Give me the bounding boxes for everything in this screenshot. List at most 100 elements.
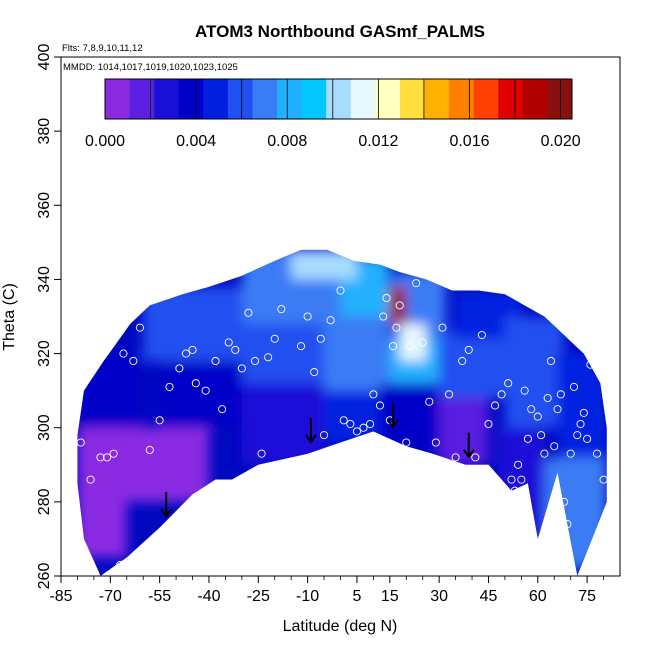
colorbar-swatch-14	[449, 79, 475, 119]
y-tick-label-1: 280	[36, 488, 53, 515]
sample-point-14	[181, 349, 191, 358]
sample-points	[76, 279, 608, 569]
sample-point-48	[389, 342, 398, 351]
sample-point-88	[576, 419, 585, 429]
colorbar-frame	[104, 78, 573, 120]
sample-point-58	[444, 390, 454, 399]
sample-point-2	[86, 475, 95, 484]
field-cell-4	[143, 286, 242, 361]
y-tick-label-2: 300	[36, 414, 53, 441]
sample-point-65	[490, 401, 500, 410]
sample-point-54	[418, 338, 427, 347]
sample-point-15	[188, 345, 197, 354]
sample-point-55	[425, 397, 434, 406]
x-tick-label-9: 45	[480, 588, 498, 605]
sample-point-52	[405, 342, 414, 351]
field-cell-22	[399, 323, 426, 361]
y-tick-label-0: 260	[36, 563, 53, 590]
sample-point-31	[296, 342, 306, 351]
sample-point-42	[366, 419, 375, 429]
sample-point-74	[527, 405, 536, 414]
sample-point-19	[218, 405, 227, 414]
colorbar-swatch-17	[522, 79, 548, 119]
sample-point-60	[458, 356, 467, 366]
colorbar-tick-label-5: 0.020	[541, 133, 581, 150]
tropopause-arrows	[160, 403, 475, 518]
y-tick-label-4: 340	[36, 266, 53, 293]
sample-point-91	[586, 360, 595, 369]
sample-point-87	[573, 431, 582, 440]
y-tick-label-6: 380	[36, 118, 53, 145]
x-tick-label-10: 60	[529, 588, 547, 605]
x-tick-label-7: 15	[381, 588, 399, 605]
x-tick-label-6: 5	[352, 588, 361, 605]
sample-point-13	[175, 364, 184, 373]
sample-point-71	[517, 475, 526, 484]
sample-point-62	[471, 453, 480, 462]
sample-point-72	[520, 386, 529, 395]
gas-field	[77, 249, 607, 576]
chart-title: ATOM3 Northbound GASmf_PALMS	[195, 22, 485, 41]
x-tick-label-4: -25	[247, 588, 270, 605]
sample-point-1	[76, 382, 85, 391]
field-cell-21	[291, 249, 357, 280]
sample-point-75	[533, 412, 542, 421]
colorbar-swatch-7	[277, 79, 303, 119]
field-cell-19	[544, 457, 607, 569]
sample-point-45	[379, 312, 388, 321]
x-axis: -85 -70 -55 -40 -25 -10 5 15 30 45 60 75	[49, 576, 604, 605]
y-tick-label-3: 320	[36, 340, 53, 367]
sample-point-5	[109, 449, 118, 458]
sample-point-22	[237, 364, 246, 373]
colorbar-swatch-2	[154, 79, 180, 119]
sample-point-24	[250, 356, 260, 366]
sample-point-36	[326, 316, 335, 325]
x-tick-label-1: -70	[99, 588, 122, 605]
sample-point-7	[119, 349, 128, 358]
colorbar-tick-label-3: 0.012	[358, 133, 398, 150]
sample-point-9	[135, 323, 144, 332]
x-tick-label-3: -40	[197, 588, 220, 605]
plot-area	[76, 249, 608, 576]
sample-point-17	[201, 386, 210, 395]
field-cell-20	[557, 353, 607, 458]
sample-point-66	[497, 390, 506, 399]
x-tick-label-5: -10	[296, 588, 319, 605]
sample-point-64	[484, 419, 493, 429]
sample-point-10	[145, 445, 154, 455]
sample-point-18	[211, 356, 220, 366]
sample-point-93	[599, 475, 608, 484]
sample-point-33	[310, 368, 319, 377]
sample-point-83	[560, 497, 569, 506]
sample-point-69	[510, 486, 519, 495]
colorbar-swatch-8	[301, 79, 327, 119]
arrow-1	[305, 418, 317, 444]
sample-point-37	[336, 286, 345, 295]
sample-point-32	[303, 312, 312, 321]
x-tick-label-8: 30	[430, 588, 448, 605]
sample-point-21	[231, 345, 240, 354]
field-cell-14	[439, 398, 489, 465]
sample-point-41	[359, 423, 368, 432]
sample-point-82	[556, 390, 565, 399]
colorbar-swatch-12	[399, 79, 426, 119]
sample-point-86	[569, 382, 579, 391]
sample-point-39	[346, 419, 355, 429]
sample-point-30	[290, 471, 299, 480]
sample-point-11	[155, 416, 164, 425]
sample-point-44	[375, 401, 385, 410]
colorbar-swatch-3	[178, 79, 204, 119]
colorbar-swatch-15	[473, 79, 499, 119]
colorbar-tick-label-1: 0.004	[176, 133, 216, 150]
sample-point-76	[537, 431, 546, 440]
sample-point-89	[579, 408, 588, 417]
colorbar-swatch-11	[375, 79, 401, 119]
sample-point-73	[523, 434, 532, 443]
sample-point-20	[224, 338, 233, 347]
sample-point-12	[165, 382, 174, 391]
sample-point-40	[352, 427, 361, 436]
field-cell-15	[439, 331, 505, 399]
sample-point-81	[553, 405, 562, 414]
colorbar-tick-label-0: 0.000	[85, 133, 125, 150]
colorbar: 0.000 0.004 0.008 0.012 0.016 0.020	[85, 78, 581, 150]
